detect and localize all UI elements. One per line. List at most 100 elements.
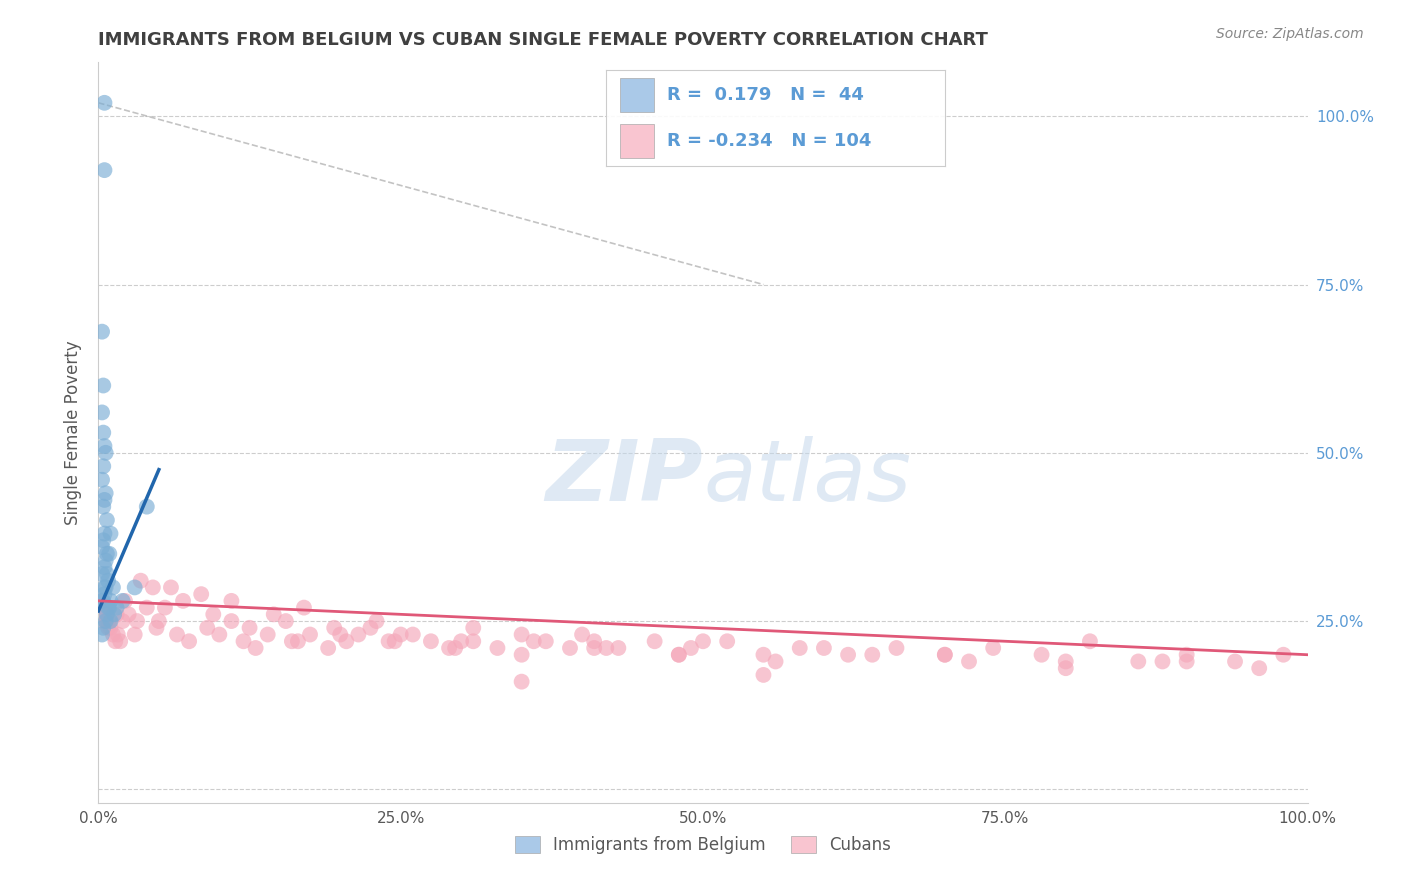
Point (1249, 661, 1271, 675)
Y-axis label: Single Female Poverty: Single Female Poverty (65, 341, 83, 524)
Point (100, 621, 122, 635)
Point (96, 607, 118, 622)
Point (510, 627, 533, 641)
Point (221, 614, 243, 628)
Point (142, 581, 165, 595)
Point (93, 581, 115, 595)
Point (93, 560, 115, 574)
Point (97, 621, 120, 635)
Point (934, 648, 956, 662)
Point (94, 614, 117, 628)
Point (752, 648, 775, 662)
Point (195, 621, 218, 635)
Point (104, 634, 127, 648)
Point (179, 634, 201, 648)
Point (94, 581, 117, 595)
Point (105, 607, 128, 622)
Text: ZIP: ZIP (546, 435, 703, 518)
Point (232, 634, 254, 648)
Point (789, 640, 811, 655)
Point (668, 648, 690, 662)
Point (96, 547, 118, 561)
Point (118, 607, 141, 622)
Point (93, 439, 115, 453)
Point (90, 600, 112, 615)
Point (100, 526, 122, 541)
Point (91, 540, 114, 554)
Point (208, 627, 231, 641)
Point (91, 500, 114, 514)
Point (274, 614, 297, 628)
Point (96, 607, 118, 622)
Point (160, 581, 183, 595)
Point (1054, 661, 1077, 675)
Point (97, 600, 120, 615)
Point (510, 674, 533, 689)
Point (886, 640, 908, 655)
Point (239, 621, 262, 635)
Point (93, 163, 115, 178)
Point (523, 634, 546, 648)
Point (91, 607, 114, 622)
Point (450, 634, 472, 648)
Point (91, 533, 114, 548)
Point (335, 634, 357, 648)
Point (292, 600, 315, 615)
Point (93, 526, 115, 541)
Point (94, 486, 117, 500)
Point (287, 634, 309, 648)
Point (145, 621, 167, 635)
Point (190, 587, 212, 601)
Point (93, 587, 115, 601)
Point (644, 634, 666, 648)
Point (679, 640, 702, 655)
Point (329, 627, 352, 641)
Point (91, 459, 114, 474)
Point (595, 640, 617, 655)
Point (716, 634, 738, 648)
Point (437, 640, 460, 655)
Point (91, 627, 114, 641)
Point (1054, 655, 1077, 669)
Point (420, 634, 443, 648)
Point (91, 594, 114, 608)
Point (97, 574, 120, 588)
Point (463, 634, 485, 648)
Point (813, 640, 835, 655)
Point (100, 594, 122, 608)
Point (93, 492, 115, 507)
Text: atlas: atlas (703, 435, 911, 518)
Point (129, 574, 152, 588)
Point (96, 513, 118, 527)
Point (245, 640, 267, 655)
Point (91, 325, 114, 339)
Point (96, 566, 118, 581)
Point (105, 600, 128, 615)
Point (444, 640, 467, 655)
Point (360, 621, 382, 635)
Point (323, 621, 346, 635)
Point (93, 607, 115, 622)
Point (1223, 655, 1246, 669)
Point (91, 405, 114, 419)
Point (1031, 648, 1053, 662)
Point (1078, 634, 1101, 648)
Point (692, 634, 714, 648)
Point (1175, 648, 1198, 662)
Point (534, 634, 557, 648)
Point (202, 607, 225, 622)
Point (111, 614, 134, 628)
Point (366, 614, 388, 628)
Point (148, 614, 170, 628)
Point (316, 640, 339, 655)
Point (607, 640, 630, 655)
Point (860, 648, 883, 662)
Point (1128, 655, 1150, 669)
Point (91, 614, 114, 628)
Point (1152, 655, 1174, 669)
Point (981, 640, 1004, 655)
Point (571, 627, 593, 641)
Point (172, 594, 194, 608)
Point (752, 668, 775, 682)
Point (91, 425, 114, 440)
